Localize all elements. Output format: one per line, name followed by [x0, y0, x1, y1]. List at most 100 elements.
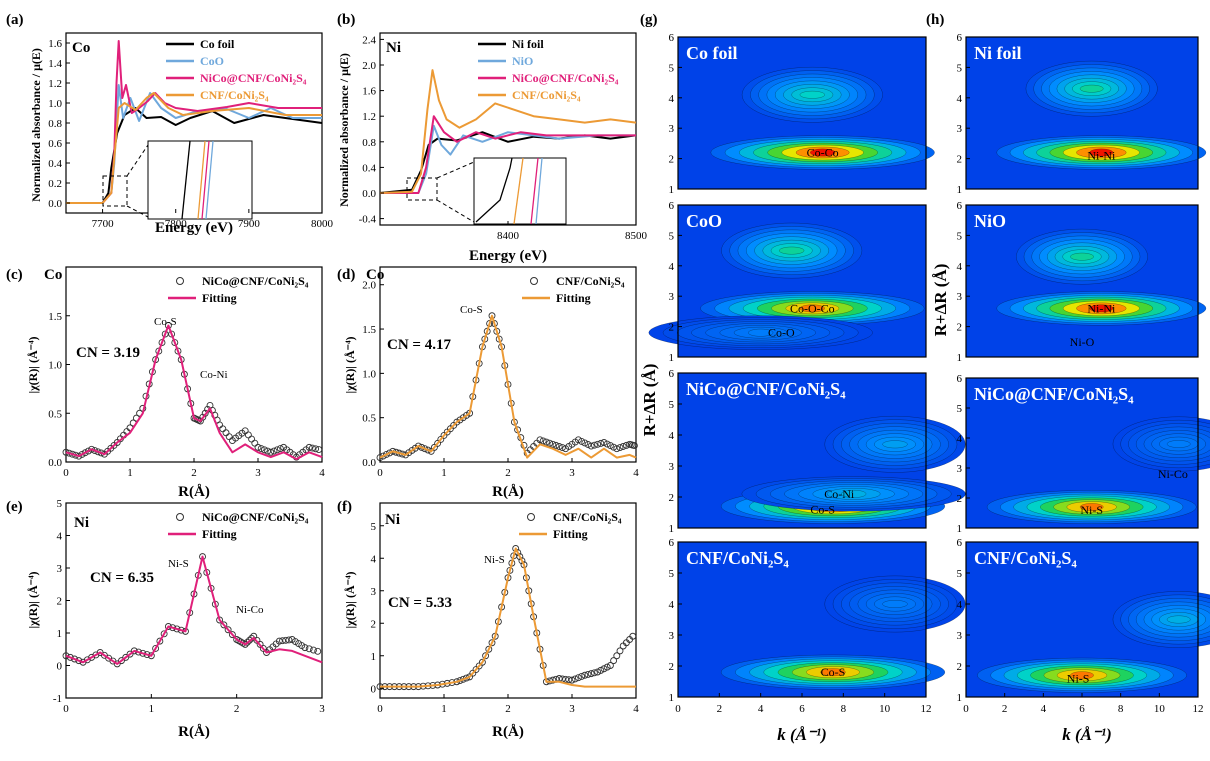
- y-tick-label: 1: [957, 352, 963, 364]
- data-point: [315, 446, 323, 454]
- data-point: [222, 429, 230, 437]
- ticks-d: 0 1 2 3 4 0.0 0.5 1.0 1.5 2.0: [362, 280, 639, 479]
- y-tick-label: 6: [957, 373, 963, 385]
- data-point: [518, 557, 526, 565]
- y-tick-label: 5: [371, 521, 377, 533]
- data-point: [616, 444, 624, 452]
- data-point: [305, 443, 313, 451]
- data-point: [276, 445, 284, 453]
- data-point: [616, 647, 624, 655]
- data-point: [164, 322, 172, 329]
- legend-label: Ni foil: [512, 37, 544, 51]
- y-tick-label: 2: [371, 618, 377, 630]
- panel-d: (d) Co CN = 4.17 CNF/CoNi₂S₄ Fitting Co-S…: [337, 266, 639, 500]
- legend-c: NiCo@CNF/CoNi₂S₄ Fitting: [168, 274, 309, 305]
- y-tick-label: 3: [371, 586, 377, 598]
- y-tick-label: 1: [669, 692, 675, 704]
- x-tick-label: 6: [799, 703, 805, 715]
- peak-label-d-1: Co-S: [460, 304, 483, 316]
- inset-a: [147, 140, 253, 220]
- data-point: [156, 637, 164, 645]
- series-line: [380, 124, 636, 194]
- y-tick-label: 1: [669, 352, 675, 364]
- data-point: [516, 553, 524, 561]
- series-line: [65, 324, 323, 461]
- legend-label: Co foil: [200, 37, 235, 51]
- y-tick-label: 5: [957, 568, 963, 580]
- ylabel-e: |χ(R)| (Å⁻⁴): [26, 571, 40, 628]
- data-point: [158, 339, 166, 347]
- y-tick-label: 4: [669, 93, 675, 105]
- data-point: [75, 657, 83, 665]
- data-point: [610, 657, 618, 665]
- data-point: [539, 437, 547, 445]
- y-tick-label: 1.0: [48, 98, 62, 110]
- data-point: [587, 442, 595, 450]
- y-tick-label: 5: [957, 403, 963, 415]
- legend-label: NiO: [512, 54, 533, 68]
- y-tick-label: 0.0: [48, 198, 62, 210]
- cn-label-d: CN = 4.17: [387, 337, 451, 353]
- heatmap-contour: [1089, 148, 1114, 157]
- data-point: [546, 439, 554, 447]
- data-point: [251, 439, 259, 447]
- heatmap-contour: [1070, 252, 1094, 261]
- y-tick-label: 5: [669, 62, 675, 74]
- data-point: [555, 443, 563, 450]
- y-tick-label: 1.2: [362, 111, 376, 123]
- ticks-a: 7700 7800 7900 8000 0.0 0.2 0.4 0.6 0.8 1.0 1.2 1.4…: [48, 38, 333, 230]
- xlabel-b: Energy (eV): [469, 248, 547, 264]
- y-tick-label: 1: [57, 628, 63, 640]
- y-tick-label: 1: [957, 692, 963, 704]
- legend-e: NiCo@CNF/CoNi₂S₄ Fitting: [168, 510, 309, 541]
- x-tick-label: 12: [921, 703, 932, 715]
- inset-line-nico-b: [530, 157, 539, 225]
- data-point: [600, 439, 608, 446]
- data-point: [246, 636, 253, 644]
- data-point: [536, 436, 544, 444]
- ylabel-g: R+ΔR (Å): [640, 364, 659, 437]
- heatmap-annotation: Ni-S: [1080, 503, 1103, 517]
- y-tick-label: 5: [957, 230, 963, 242]
- data-point: [462, 674, 470, 682]
- y-tick-label: 4: [957, 261, 963, 273]
- x-tick-label: 0: [377, 467, 383, 479]
- data-point: [118, 657, 125, 665]
- data-point: [126, 650, 134, 658]
- data-point: [552, 441, 560, 449]
- heatmap-contour: [820, 668, 846, 677]
- legend-marker: [176, 277, 184, 285]
- y-tick-label: 1: [957, 184, 963, 196]
- y-tick-label: 0: [57, 661, 63, 673]
- y-tick-label: 2: [669, 492, 675, 504]
- x-tick-label: 4: [319, 467, 325, 479]
- heatmap-title: CoO: [686, 211, 722, 231]
- data-point: [257, 445, 265, 453]
- panel-e: (e) Ni CN = 6.35 NiCo@CNF/CoNi₂S₄ Fitting…: [6, 498, 325, 740]
- y-tick-label: 0.5: [48, 408, 62, 420]
- y-tick-label: 1.4: [48, 58, 62, 70]
- legend-marker: [527, 513, 535, 521]
- inset-line-nico: [201, 140, 210, 220]
- x-tick-label: 7700: [92, 218, 115, 230]
- legend-label: CNF/CoNi₂S₄: [556, 274, 625, 288]
- panel-label-c: (c): [6, 267, 23, 283]
- heatmap-title: NiCo@CNF/CoNi₂S₄: [686, 379, 846, 399]
- x-tick-label: 3: [255, 467, 261, 479]
- heatmap-frame: [965, 377, 1199, 529]
- legend-label: Fitting: [202, 291, 237, 305]
- y-tick-label: 5: [669, 230, 675, 242]
- data-point: [382, 451, 390, 458]
- y-tick-label: 1.2: [48, 78, 62, 90]
- x-tick-label: 2: [1002, 703, 1008, 715]
- data-point: [606, 442, 614, 450]
- x-tick-label: 2: [505, 467, 511, 479]
- legend-label: Fitting: [553, 527, 588, 541]
- x-tick-label: 2: [717, 703, 723, 715]
- panel-c: (c) Co CN = 3.19 NiCo@CNF/CoNi₂S₄ Fitting…: [6, 266, 325, 500]
- series-lines-f: [376, 545, 637, 691]
- x-tick-label: 2: [505, 703, 511, 715]
- legend-f: CNF/CoNi₂S₄ Fitting: [519, 510, 622, 541]
- series-lines-d: [376, 312, 638, 462]
- y-tick-label: 2: [669, 322, 675, 334]
